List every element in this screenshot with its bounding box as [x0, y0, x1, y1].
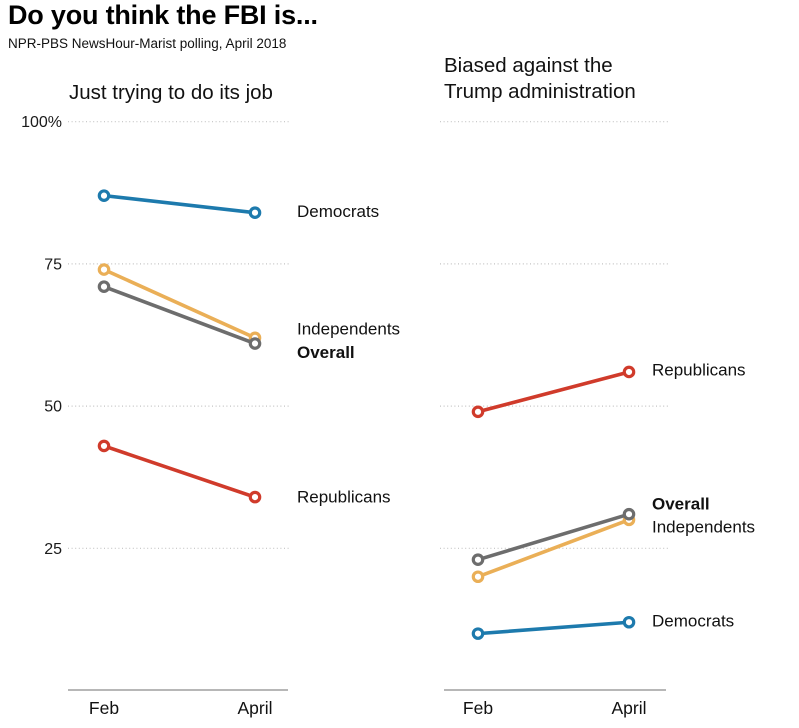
point-left-overall-feb	[97, 280, 111, 293]
series-line-left-republicans	[102, 444, 257, 499]
series-label-left-independents: Independents	[297, 319, 400, 338]
series-line-left-democrats	[102, 193, 257, 215]
series-label-right-democrats: Democrats	[652, 612, 734, 631]
point-right-democrats-april	[622, 615, 636, 629]
series-label-right-overall: Overall	[652, 495, 710, 514]
point-right-overall-feb	[471, 553, 485, 566]
ytick-label-50: 50	[44, 399, 62, 416]
right-panel-title: Biased against the Trump administration	[444, 54, 636, 103]
ytick-label-25: 25	[44, 541, 62, 558]
point-left-independents-feb	[97, 263, 111, 276]
xtick-label-right-Feb: Feb	[463, 698, 493, 718]
series-line-left-overall	[102, 284, 257, 346]
xtick-label-left-Feb: Feb	[89, 698, 119, 718]
point-right-independents-feb	[471, 570, 485, 584]
series-line-right-republicans	[476, 370, 631, 414]
point-left-democrats-april	[248, 206, 262, 220]
point-left-republicans-april	[248, 490, 262, 504]
point-right-overall-april	[622, 507, 636, 521]
series-line-right-overall	[476, 512, 631, 562]
ytick-label-100: 100%	[21, 114, 62, 131]
series-label-left-democrats: Democrats	[297, 202, 379, 221]
point-left-republicans-feb	[97, 439, 111, 453]
series-line-left-independents	[102, 267, 257, 340]
series-line-right-democrats	[476, 620, 631, 636]
series-label-right-republicans: Republicans	[652, 360, 746, 379]
point-left-democrats-feb	[97, 189, 111, 202]
point-right-republicans-april	[622, 365, 636, 379]
point-left-overall-april	[248, 337, 262, 350]
xtick-label-left-April: April	[237, 698, 272, 718]
page-title: Do you think the FBI is...	[8, 0, 318, 30]
page-subtitle: NPR-PBS NewsHour-Marist polling, April 2…	[8, 36, 287, 51]
series-label-left-republicans: Republicans	[297, 488, 391, 507]
series-label-right-independents: Independents	[652, 517, 755, 536]
series-line-right-independents	[476, 518, 631, 579]
series-label-left-overall: Overall	[297, 343, 355, 362]
xtick-label-right-April: April	[611, 698, 646, 718]
ytick-label-75: 75	[44, 256, 62, 273]
point-right-democrats-feb	[471, 627, 485, 640]
left-panel-title: Just trying to do its job	[69, 81, 273, 104]
point-right-republicans-feb	[471, 405, 485, 419]
